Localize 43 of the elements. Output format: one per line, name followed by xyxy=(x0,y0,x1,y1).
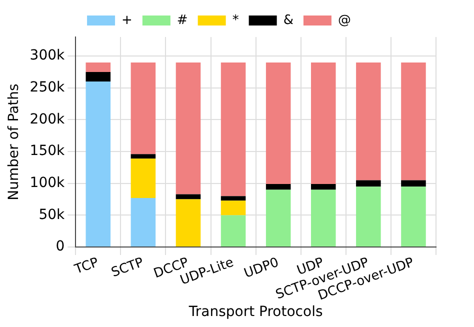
bar xyxy=(266,190,291,247)
y-tick-label: 50k xyxy=(38,206,66,223)
y-axis-title: Number of Paths xyxy=(6,84,22,200)
legend-label: # xyxy=(176,12,188,28)
bar xyxy=(176,62,201,194)
bar xyxy=(310,62,336,184)
bar xyxy=(310,184,336,190)
bar xyxy=(356,186,381,247)
legend-label: + xyxy=(122,12,132,28)
legend-label: @ xyxy=(338,12,351,28)
x-tick-label: TCP xyxy=(72,255,101,278)
y-tick-label: 100k xyxy=(30,175,66,192)
bar xyxy=(86,72,111,82)
bar xyxy=(356,62,381,180)
x-tick-label: UDP0 xyxy=(242,255,281,282)
x-axis-title: Transport Protocols xyxy=(188,304,323,320)
bar xyxy=(220,215,246,247)
bar xyxy=(401,180,426,187)
bar xyxy=(310,190,336,247)
bar xyxy=(130,198,156,247)
legend-label: & xyxy=(283,12,294,28)
bar xyxy=(401,62,426,180)
legend-label: * xyxy=(232,12,240,28)
bar xyxy=(266,62,291,184)
bar xyxy=(86,82,111,247)
bar xyxy=(220,196,246,201)
bar xyxy=(130,158,156,198)
bar xyxy=(356,180,381,187)
y-tick-label: 0 xyxy=(56,238,65,255)
bar xyxy=(401,186,426,247)
bar xyxy=(176,194,201,200)
y-tick-label: 200k xyxy=(30,111,66,128)
bar xyxy=(266,184,291,190)
bar xyxy=(86,62,111,72)
bar xyxy=(176,199,201,247)
bar xyxy=(220,62,246,196)
x-tick-label: SCTP xyxy=(110,255,146,281)
y-tick-label: 300k xyxy=(30,48,66,64)
bar xyxy=(220,200,246,216)
y-tick-label: 150k xyxy=(30,143,66,160)
y-tick-label: 250k xyxy=(30,80,66,96)
bar xyxy=(130,62,156,154)
bar xyxy=(130,154,156,159)
